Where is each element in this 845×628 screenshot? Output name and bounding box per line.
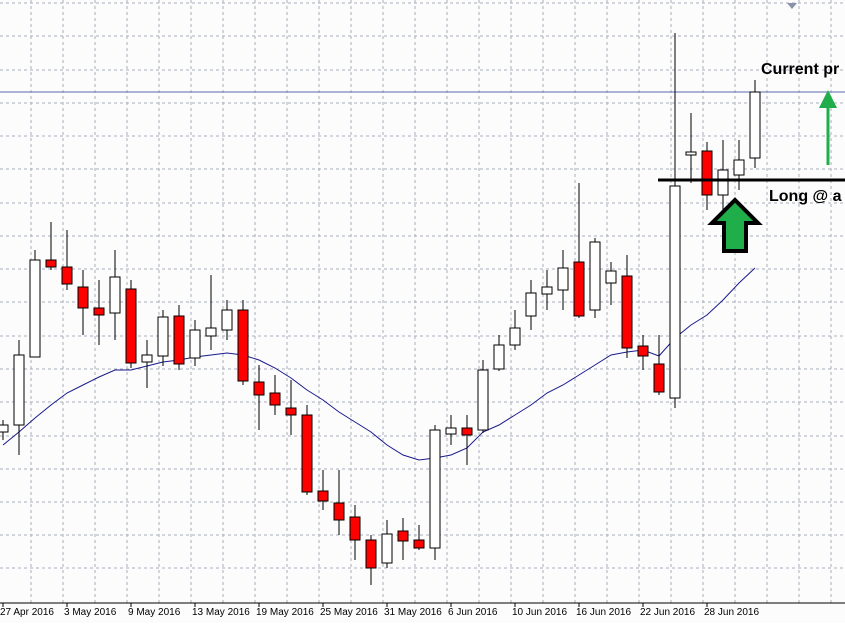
candle-body [429, 429, 441, 549]
candle-body [461, 427, 473, 436]
annotation: Long @ a [769, 188, 842, 205]
up-arrow-thin-head [819, 90, 837, 108]
candle-body [509, 327, 521, 346]
candle-body [157, 316, 169, 357]
candle-body [717, 169, 729, 196]
candle-body [189, 329, 201, 359]
candle-body [317, 490, 329, 502]
annotation: Current pr [761, 61, 839, 78]
candle-body [205, 327, 217, 337]
x-tick-label: 13 May 2016 [192, 607, 250, 618]
candle-body [237, 309, 249, 382]
x-tick-label: 6 Jun 2016 [448, 607, 498, 618]
candle-body [541, 286, 553, 295]
candle-body [333, 502, 345, 521]
candle-body [141, 354, 153, 363]
candle-body [125, 288, 137, 364]
candle-body [397, 530, 409, 542]
candle-body [381, 533, 393, 564]
candle-body [637, 345, 649, 357]
candle-body [269, 392, 281, 406]
candle-body [109, 276, 121, 314]
candle-body [445, 427, 457, 435]
x-tick-label: 31 May 2016 [384, 607, 442, 618]
x-tick-label: 25 May 2016 [320, 607, 378, 618]
candle-body [45, 259, 57, 268]
candle-body [61, 266, 73, 285]
candle-body [557, 267, 569, 291]
candle-body [285, 407, 297, 416]
candle-body [253, 381, 265, 396]
x-tick-label: 19 May 2016 [256, 607, 314, 618]
x-tick-label: 3 May 2016 [64, 607, 117, 618]
candle-body [477, 369, 489, 431]
candle-body [173, 315, 185, 365]
candle-body [493, 344, 505, 370]
candle-body [413, 539, 425, 549]
candle-body [301, 414, 313, 493]
x-tick-label: 22 Jun 2016 [640, 607, 695, 618]
candle-body [701, 150, 713, 196]
candle-body [349, 516, 361, 541]
x-tick-label: 10 Jun 2016 [512, 607, 567, 618]
x-tick-label: 28 Jun 2016 [704, 607, 759, 618]
shift-marker [787, 3, 797, 9]
candle-body [621, 275, 633, 349]
candle-body [29, 259, 41, 358]
candle-body [93, 307, 105, 316]
candle-body [365, 539, 377, 569]
moving-average [2, 267, 756, 461]
x-tick-label: 16 Jun 2016 [576, 607, 631, 618]
up-arrow-big [707, 197, 763, 253]
candle-body [77, 286, 89, 309]
candle-body [733, 159, 745, 176]
candle-body [605, 270, 617, 284]
grid [0, 0, 845, 603]
marks [0, 33, 845, 585]
candle-body [669, 185, 681, 399]
candle-body [573, 261, 585, 317]
x-tick-label: 27 Apr 2016 [0, 607, 54, 618]
x-tick-label: 9 May 2016 [128, 607, 181, 618]
candle-body [653, 363, 665, 393]
candle-body [0, 424, 9, 433]
candle-body [685, 151, 697, 156]
candle-body [589, 241, 601, 311]
candle-body [749, 91, 761, 159]
candle-body [13, 354, 25, 426]
candle-body [525, 292, 537, 317]
candle-body [221, 309, 233, 331]
